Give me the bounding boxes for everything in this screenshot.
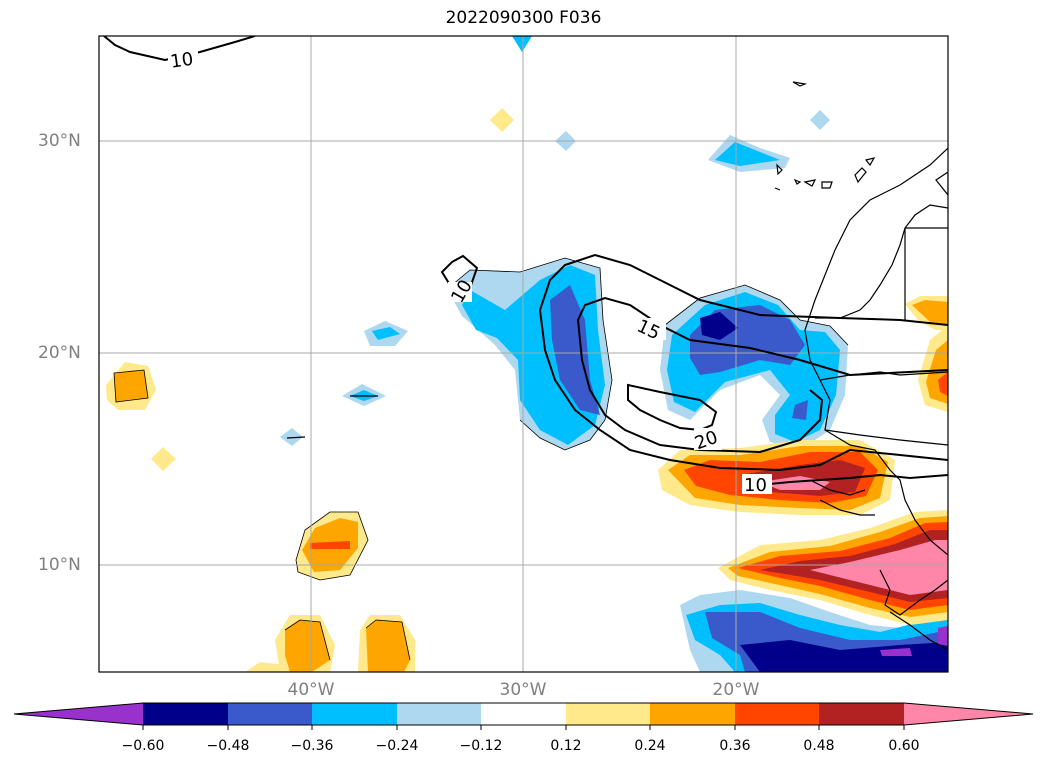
- colorbar-bin: [650, 703, 735, 725]
- colorbar-tick-label: −0.24: [375, 738, 419, 754]
- colorbar-tick-label: −0.48: [206, 738, 250, 754]
- coastlines: [286, 81, 948, 651]
- colorbar-bin: [566, 703, 650, 725]
- colorbar-bin: [143, 703, 228, 725]
- colorbar-tick-label: 0.36: [719, 738, 751, 754]
- colorbar: [13, 702, 1034, 730]
- colorbar-tick-label: −0.12: [459, 738, 503, 754]
- map-plot-area: 10 10 15 20 10: [99, 36, 948, 672]
- colorbar-tick-label: 0.24: [634, 738, 666, 754]
- contour-label: 10: [169, 49, 195, 73]
- colorbar-ticks: [142, 725, 905, 730]
- colorbar-bin: [819, 703, 904, 725]
- contour-label: 10: [744, 475, 767, 496]
- colorbar-tick-label: −0.60: [121, 738, 165, 754]
- lon-label: 20°W: [712, 680, 760, 700]
- colorbar-bin: [735, 703, 819, 725]
- lon-label: 40°W: [287, 680, 335, 700]
- colorbar-bin: [228, 703, 312, 725]
- colorbar-extend-low: [14, 703, 143, 725]
- fill-boundary-lines: [113, 257, 849, 661]
- lat-label: 10°N: [38, 555, 81, 575]
- colorbar-tick-label: 0.60: [888, 738, 920, 754]
- colorbar-tick-label: −0.36: [290, 738, 334, 754]
- positive-anomaly-fill: [106, 108, 948, 672]
- colorbar-tick-label: 0.12: [550, 738, 582, 754]
- colorbar-bin: [481, 703, 566, 725]
- lat-label: 20°N: [38, 343, 81, 363]
- lat-label: 30°N: [38, 131, 81, 151]
- negative-anomaly-fill: [280, 36, 948, 672]
- lon-label: 30°W: [499, 680, 547, 700]
- colorbar-bin: [312, 703, 397, 725]
- colorbar-tick-label: 0.48: [803, 738, 835, 754]
- map-title: 2022090300 F036: [445, 8, 602, 28]
- contour-labels: 10 10 15 20 10: [168, 48, 772, 496]
- colorbar-extend-high: [904, 703, 1033, 725]
- contour-lines: [103, 36, 948, 486]
- map-frame: [98, 35, 949, 673]
- colorbar-bin: [397, 703, 481, 725]
- gridlines: [99, 36, 948, 672]
